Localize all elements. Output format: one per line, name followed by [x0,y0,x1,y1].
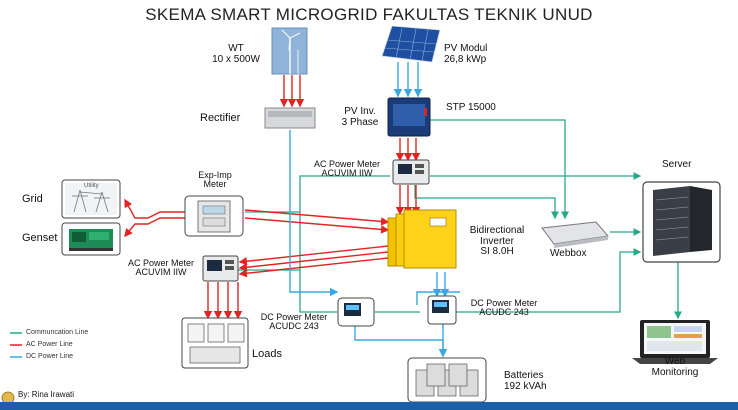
pv-inv-spec: 3 Phase [341,116,379,128]
pv-modul-name: PV Modul [444,43,488,54]
pv-modul-spec: 26,8 kWp [444,53,487,65]
ac-meter-top-name: AC Power Meter [313,159,381,169]
grid-utility-icon [61,179,121,219]
bidir-label: Bidirectional Inverter SI 8.0H [462,225,532,258]
ac-meter-top-label: AC Power Meter ACUVIM IIW [306,159,388,179]
ac-meter-left-name: AC Power Meter [127,258,195,268]
dc-meter-2-name: DC Power Meter [470,298,538,308]
batteries-spec: 192 kVAh [504,380,547,392]
page-title: SKEMA SMART MICROGRID FAKULTAS TEKNIK UN… [145,5,593,24]
ac-power-meter-top-icon [392,159,430,185]
dc-meter-1-name: DC Power Meter [260,312,328,322]
server-label: Server [662,159,692,170]
exp-imp-name: Exp-Imp [198,170,232,180]
batteries-name: Batteries [504,370,544,381]
dc-power-lines [289,62,460,358]
exp-imp-meter-icon [184,195,244,237]
legend-lines [10,332,22,358]
rectifier-label: Rectifier [200,112,241,124]
bidir-spec: Inverter [480,235,514,247]
web-name: Web [664,356,686,367]
ac-power-lines [124,75,421,320]
wt-name: WT [228,43,244,54]
loads-label: Loads [252,348,282,360]
legend-dc: DC Power Line [26,353,74,360]
loads-icon [181,317,249,369]
wt-spec: 10 x 500W [212,53,260,65]
ac-meter-left-spec: ACUVIM IIW [135,267,187,278]
webbox-label: Webbox [550,248,587,259]
genset-label: Genset [22,232,58,244]
ac-meter-left-label: AC Power Meter ACUVIM IIW [120,258,202,278]
batteries-icon [407,357,487,403]
dc-meter-2-spec: ACUDC 243 [479,307,529,318]
pv-panel-icon [381,25,441,63]
grid-label: Grid [22,193,43,205]
ac-meter-top-spec: ACUVIM IIW [321,168,373,179]
pv-inv-label: PV Inv. 3 Phase [332,106,388,128]
pv-inverter-icon [387,97,431,137]
genset-icon [61,222,121,256]
server-icon [642,181,721,263]
bidir-name: Bidirectional [469,225,525,236]
stp-label: STP 15000 [446,102,496,113]
batteries-label: Batteries 192 kVAh [504,370,547,392]
dc-power-meter-1-icon [337,297,375,327]
exp-imp-spec: Meter [203,179,227,190]
rectifier-icon [264,107,316,129]
dc-power-meter-2-icon [427,295,457,325]
pv-modul-label: PV Modul 26,8 kWp [444,43,514,65]
utility-label: Utility [84,183,99,189]
bidirectional-inverter-icon [387,209,457,269]
dc-meter-1-spec: ACUDC 243 [269,321,319,332]
laptop-icon [632,320,718,364]
footer-bar [0,402,738,410]
legend-communication: Communcation Line [26,329,89,336]
author-credit: By: Rina Irawati [18,390,75,399]
dc-meter-1-label: DC Power Meter ACUDC 243 [252,312,336,332]
communication-lines [238,119,682,320]
exp-imp-label: Exp-Imp Meter [186,170,244,190]
legend-ac: AC Power Line [26,341,73,348]
bidir-model: SI 8.0H [480,246,514,257]
ac-power-meter-left-icon [202,255,239,282]
web-spec: Monitoring [651,366,699,378]
wt-label: WT 10 x 500W [206,43,266,65]
pv-inv-name: PV Inv. [344,106,376,117]
wind-turbine-icon [271,27,308,75]
web-monitoring-label: Web Monitoring [638,356,712,378]
webbox-icon [541,221,609,248]
dc-meter-2-label: DC Power Meter ACUDC 243 [462,298,546,318]
